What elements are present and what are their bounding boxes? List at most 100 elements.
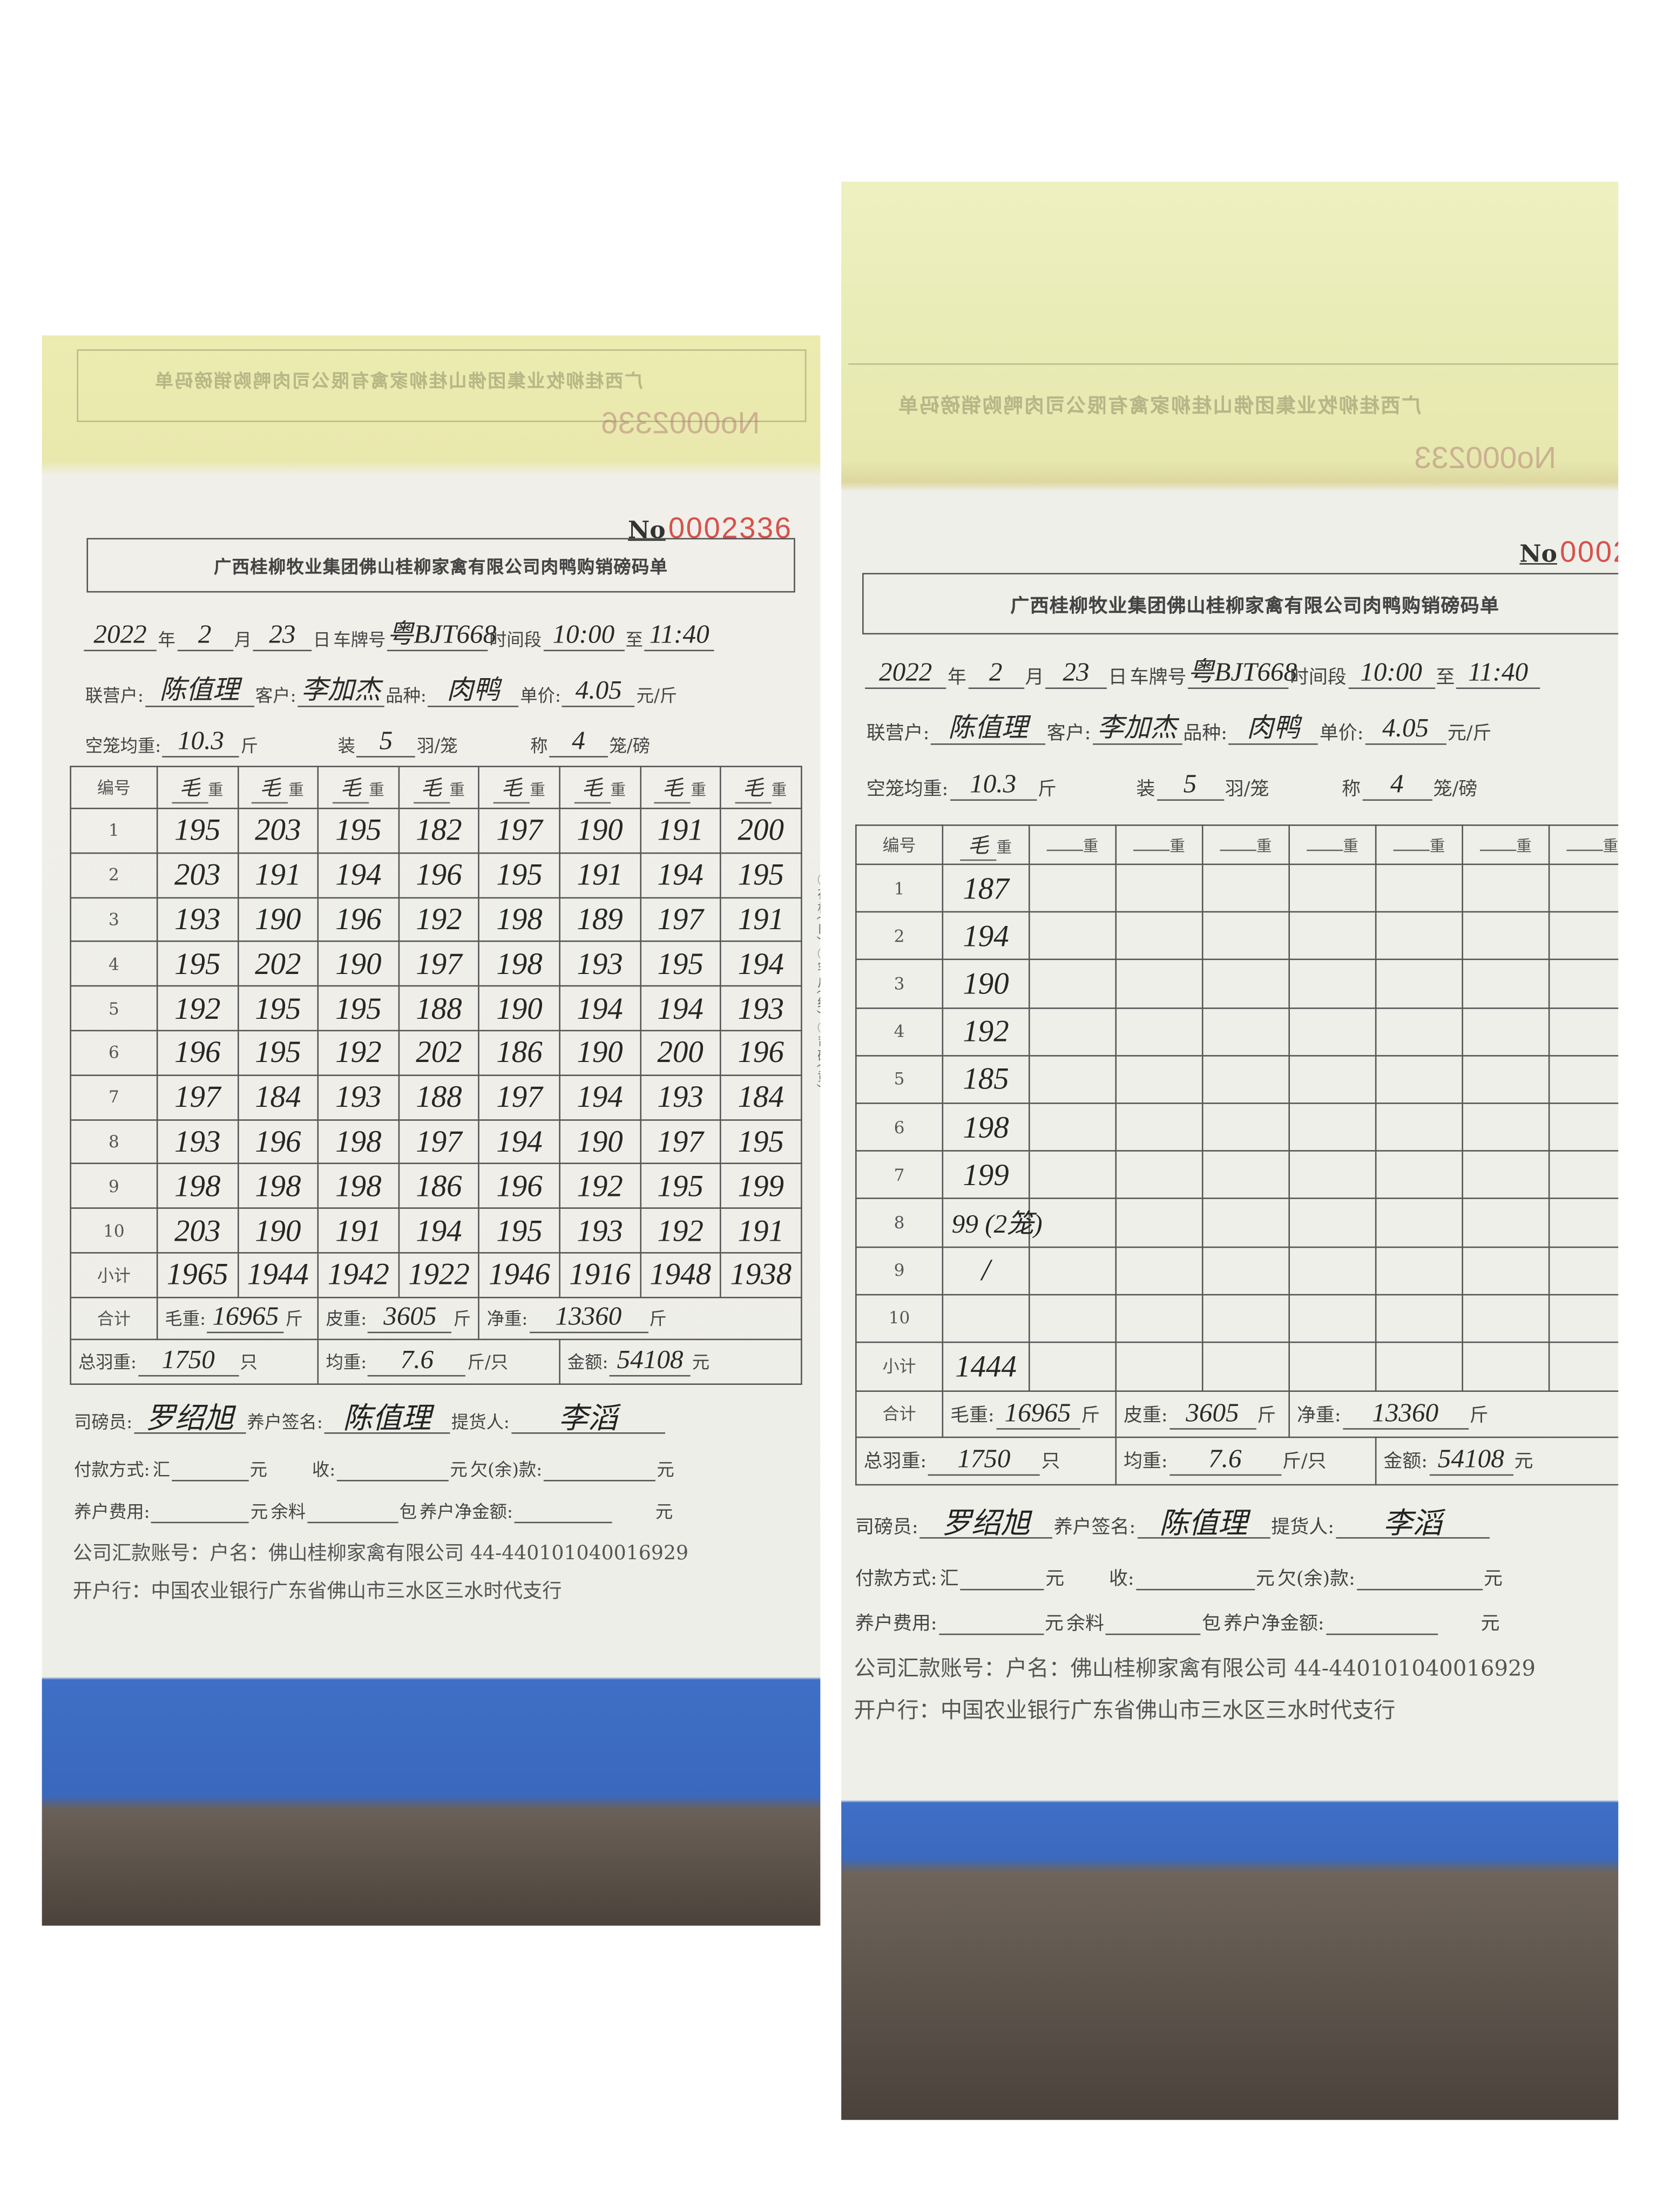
weight-cell[interactable]: 184 bbox=[236, 1074, 319, 1120]
weight-cell[interactable] bbox=[1375, 1102, 1463, 1152]
weight-cell[interactable] bbox=[1115, 863, 1203, 913]
weight-cell[interactable]: 192 bbox=[156, 985, 239, 1032]
weight-cell[interactable]: 199 bbox=[720, 1163, 802, 1209]
subtotal-cell[interactable]: 1946 bbox=[478, 1252, 560, 1298]
weight-cell[interactable]: 196 bbox=[156, 1030, 239, 1076]
weight-cell[interactable]: 202 bbox=[236, 941, 319, 987]
weight-cell[interactable] bbox=[1375, 1293, 1463, 1343]
weight-cell[interactable] bbox=[1028, 911, 1117, 961]
weight-cell[interactable] bbox=[1548, 1102, 1619, 1152]
empty-cage-field[interactable]: 10.3 bbox=[949, 770, 1037, 801]
weight-cell[interactable] bbox=[1201, 1007, 1290, 1057]
weight-cell[interactable] bbox=[1375, 1054, 1463, 1104]
plate-field[interactable]: 粤BJT668 bbox=[387, 621, 496, 652]
weight-cell[interactable] bbox=[1375, 1007, 1463, 1057]
weight-cell[interactable] bbox=[1548, 1054, 1619, 1104]
tare-weight-field[interactable]: 3605 bbox=[368, 1303, 452, 1334]
weight-cell[interactable]: 190 bbox=[942, 959, 1030, 1009]
owed-field[interactable] bbox=[1356, 1588, 1483, 1591]
weight-cell[interactable]: 198 bbox=[317, 1119, 400, 1165]
weight-cell[interactable] bbox=[1201, 1150, 1290, 1200]
weight-cell[interactable]: 190 bbox=[478, 985, 560, 1032]
time-from-field[interactable]: 10:00 bbox=[543, 621, 624, 652]
subtotal-cell[interactable]: 1916 bbox=[559, 1252, 641, 1298]
weight-cell[interactable]: 195 bbox=[156, 941, 239, 987]
weight-cell[interactable] bbox=[1201, 1293, 1290, 1343]
weight-cell[interactable]: 184 bbox=[720, 1074, 802, 1120]
weight-cell[interactable]: 192 bbox=[559, 1163, 641, 1209]
subtotal-cell[interactable] bbox=[1548, 1341, 1619, 1392]
weight-cell[interactable]: 200 bbox=[720, 808, 802, 854]
weight-cell[interactable]: 194 bbox=[478, 1119, 560, 1165]
weight-cell[interactable]: 190 bbox=[559, 1030, 641, 1076]
weight-cell[interactable]: 194 bbox=[639, 985, 721, 1032]
weight-cell[interactable] bbox=[1115, 1293, 1203, 1343]
weight-cell[interactable] bbox=[1115, 1198, 1203, 1248]
weight-cell[interactable]: 190 bbox=[559, 808, 641, 854]
weight-cell[interactable] bbox=[1462, 1054, 1550, 1104]
weight-cell[interactable]: 197 bbox=[639, 1119, 721, 1165]
weight-cell[interactable]: 194 bbox=[942, 911, 1030, 961]
weight-cell[interactable] bbox=[1462, 1246, 1550, 1295]
weight-cell[interactable] bbox=[1462, 1150, 1550, 1200]
breed-field[interactable]: 肉鸭 bbox=[428, 677, 519, 707]
weight-cell[interactable] bbox=[1288, 1102, 1377, 1152]
weight-cell[interactable]: 191 bbox=[639, 808, 721, 854]
weight-cell[interactable] bbox=[1288, 1007, 1377, 1057]
weigher-signature[interactable]: 罗绍旭 bbox=[919, 1509, 1053, 1539]
weight-cell[interactable] bbox=[1375, 1150, 1463, 1200]
weight-cell[interactable]: 196 bbox=[317, 896, 400, 943]
weight-cell[interactable]: 194 bbox=[317, 852, 400, 898]
load-field[interactable]: 5 bbox=[1156, 770, 1224, 801]
weight-cell[interactable] bbox=[1201, 959, 1290, 1009]
weight-cell[interactable] bbox=[1288, 959, 1377, 1009]
weight-cell[interactable] bbox=[1548, 911, 1619, 961]
weight-cell[interactable]: 194 bbox=[559, 1074, 641, 1120]
subtotal-cell[interactable]: 1944 bbox=[236, 1252, 319, 1298]
feed-field[interactable] bbox=[307, 1521, 398, 1524]
weight-cell[interactable]: 193 bbox=[720, 985, 802, 1032]
month-field[interactable]: 2 bbox=[968, 659, 1024, 689]
weight-cell[interactable]: 198 bbox=[236, 1163, 319, 1209]
weight-cell[interactable] bbox=[1115, 911, 1203, 961]
weight-cell[interactable]: 186 bbox=[478, 1030, 560, 1076]
weight-cell[interactable] bbox=[1548, 1293, 1619, 1343]
subtotal-cell[interactable]: 1965 bbox=[156, 1252, 239, 1298]
weight-cell[interactable] bbox=[1462, 1198, 1550, 1248]
count-field[interactable]: 1750 bbox=[928, 1446, 1040, 1477]
weight-cell[interactable]: 196 bbox=[398, 852, 480, 898]
weight-cell[interactable]: 190 bbox=[317, 941, 400, 987]
weight-cell[interactable]: 197 bbox=[639, 896, 721, 943]
day-field[interactable]: 23 bbox=[253, 621, 312, 652]
weight-cell[interactable]: 195 bbox=[236, 985, 319, 1032]
weight-cell[interactable] bbox=[1288, 1150, 1377, 1200]
weight-cell[interactable] bbox=[1028, 1293, 1117, 1343]
count-field[interactable]: 1750 bbox=[138, 1347, 239, 1377]
weight-cell[interactable]: 191 bbox=[559, 852, 641, 898]
weight-cell[interactable]: 190 bbox=[236, 896, 319, 943]
weigh-field[interactable]: 4 bbox=[549, 727, 608, 757]
weight-cell[interactable]: 192 bbox=[639, 1207, 721, 1254]
received-field[interactable] bbox=[1135, 1588, 1255, 1591]
weight-cell[interactable] bbox=[1201, 1054, 1290, 1104]
farmer-signature[interactable]: 陈值理 bbox=[1137, 1509, 1270, 1539]
subtotal-cell[interactable] bbox=[1028, 1341, 1117, 1392]
net-weight-field[interactable]: 13360 bbox=[529, 1303, 648, 1334]
weight-cell[interactable] bbox=[1028, 1198, 1117, 1248]
weight-cell[interactable] bbox=[1375, 863, 1463, 913]
weight-cell[interactable] bbox=[1375, 959, 1463, 1009]
weight-cell[interactable] bbox=[1201, 1198, 1290, 1248]
price-field[interactable]: 4.05 bbox=[1365, 715, 1446, 745]
weight-cell[interactable]: 191 bbox=[236, 852, 319, 898]
weight-cell[interactable]: 191 bbox=[317, 1207, 400, 1254]
amount-field[interactable]: 54108 bbox=[1429, 1446, 1513, 1477]
weight-cell[interactable]: 195 bbox=[156, 808, 239, 854]
weight-cell[interactable]: 196 bbox=[720, 1030, 802, 1076]
weight-cell[interactable] bbox=[1462, 1007, 1550, 1057]
weight-cell[interactable]: 195 bbox=[478, 852, 560, 898]
weight-cell[interactable]: 198 bbox=[942, 1102, 1030, 1152]
weight-cell[interactable]: 195 bbox=[478, 1207, 560, 1254]
time-to-field[interactable]: 11:40 bbox=[1456, 659, 1540, 689]
weight-cell[interactable]: 193 bbox=[639, 1074, 721, 1120]
weight-cell[interactable]: 188 bbox=[398, 1074, 480, 1120]
